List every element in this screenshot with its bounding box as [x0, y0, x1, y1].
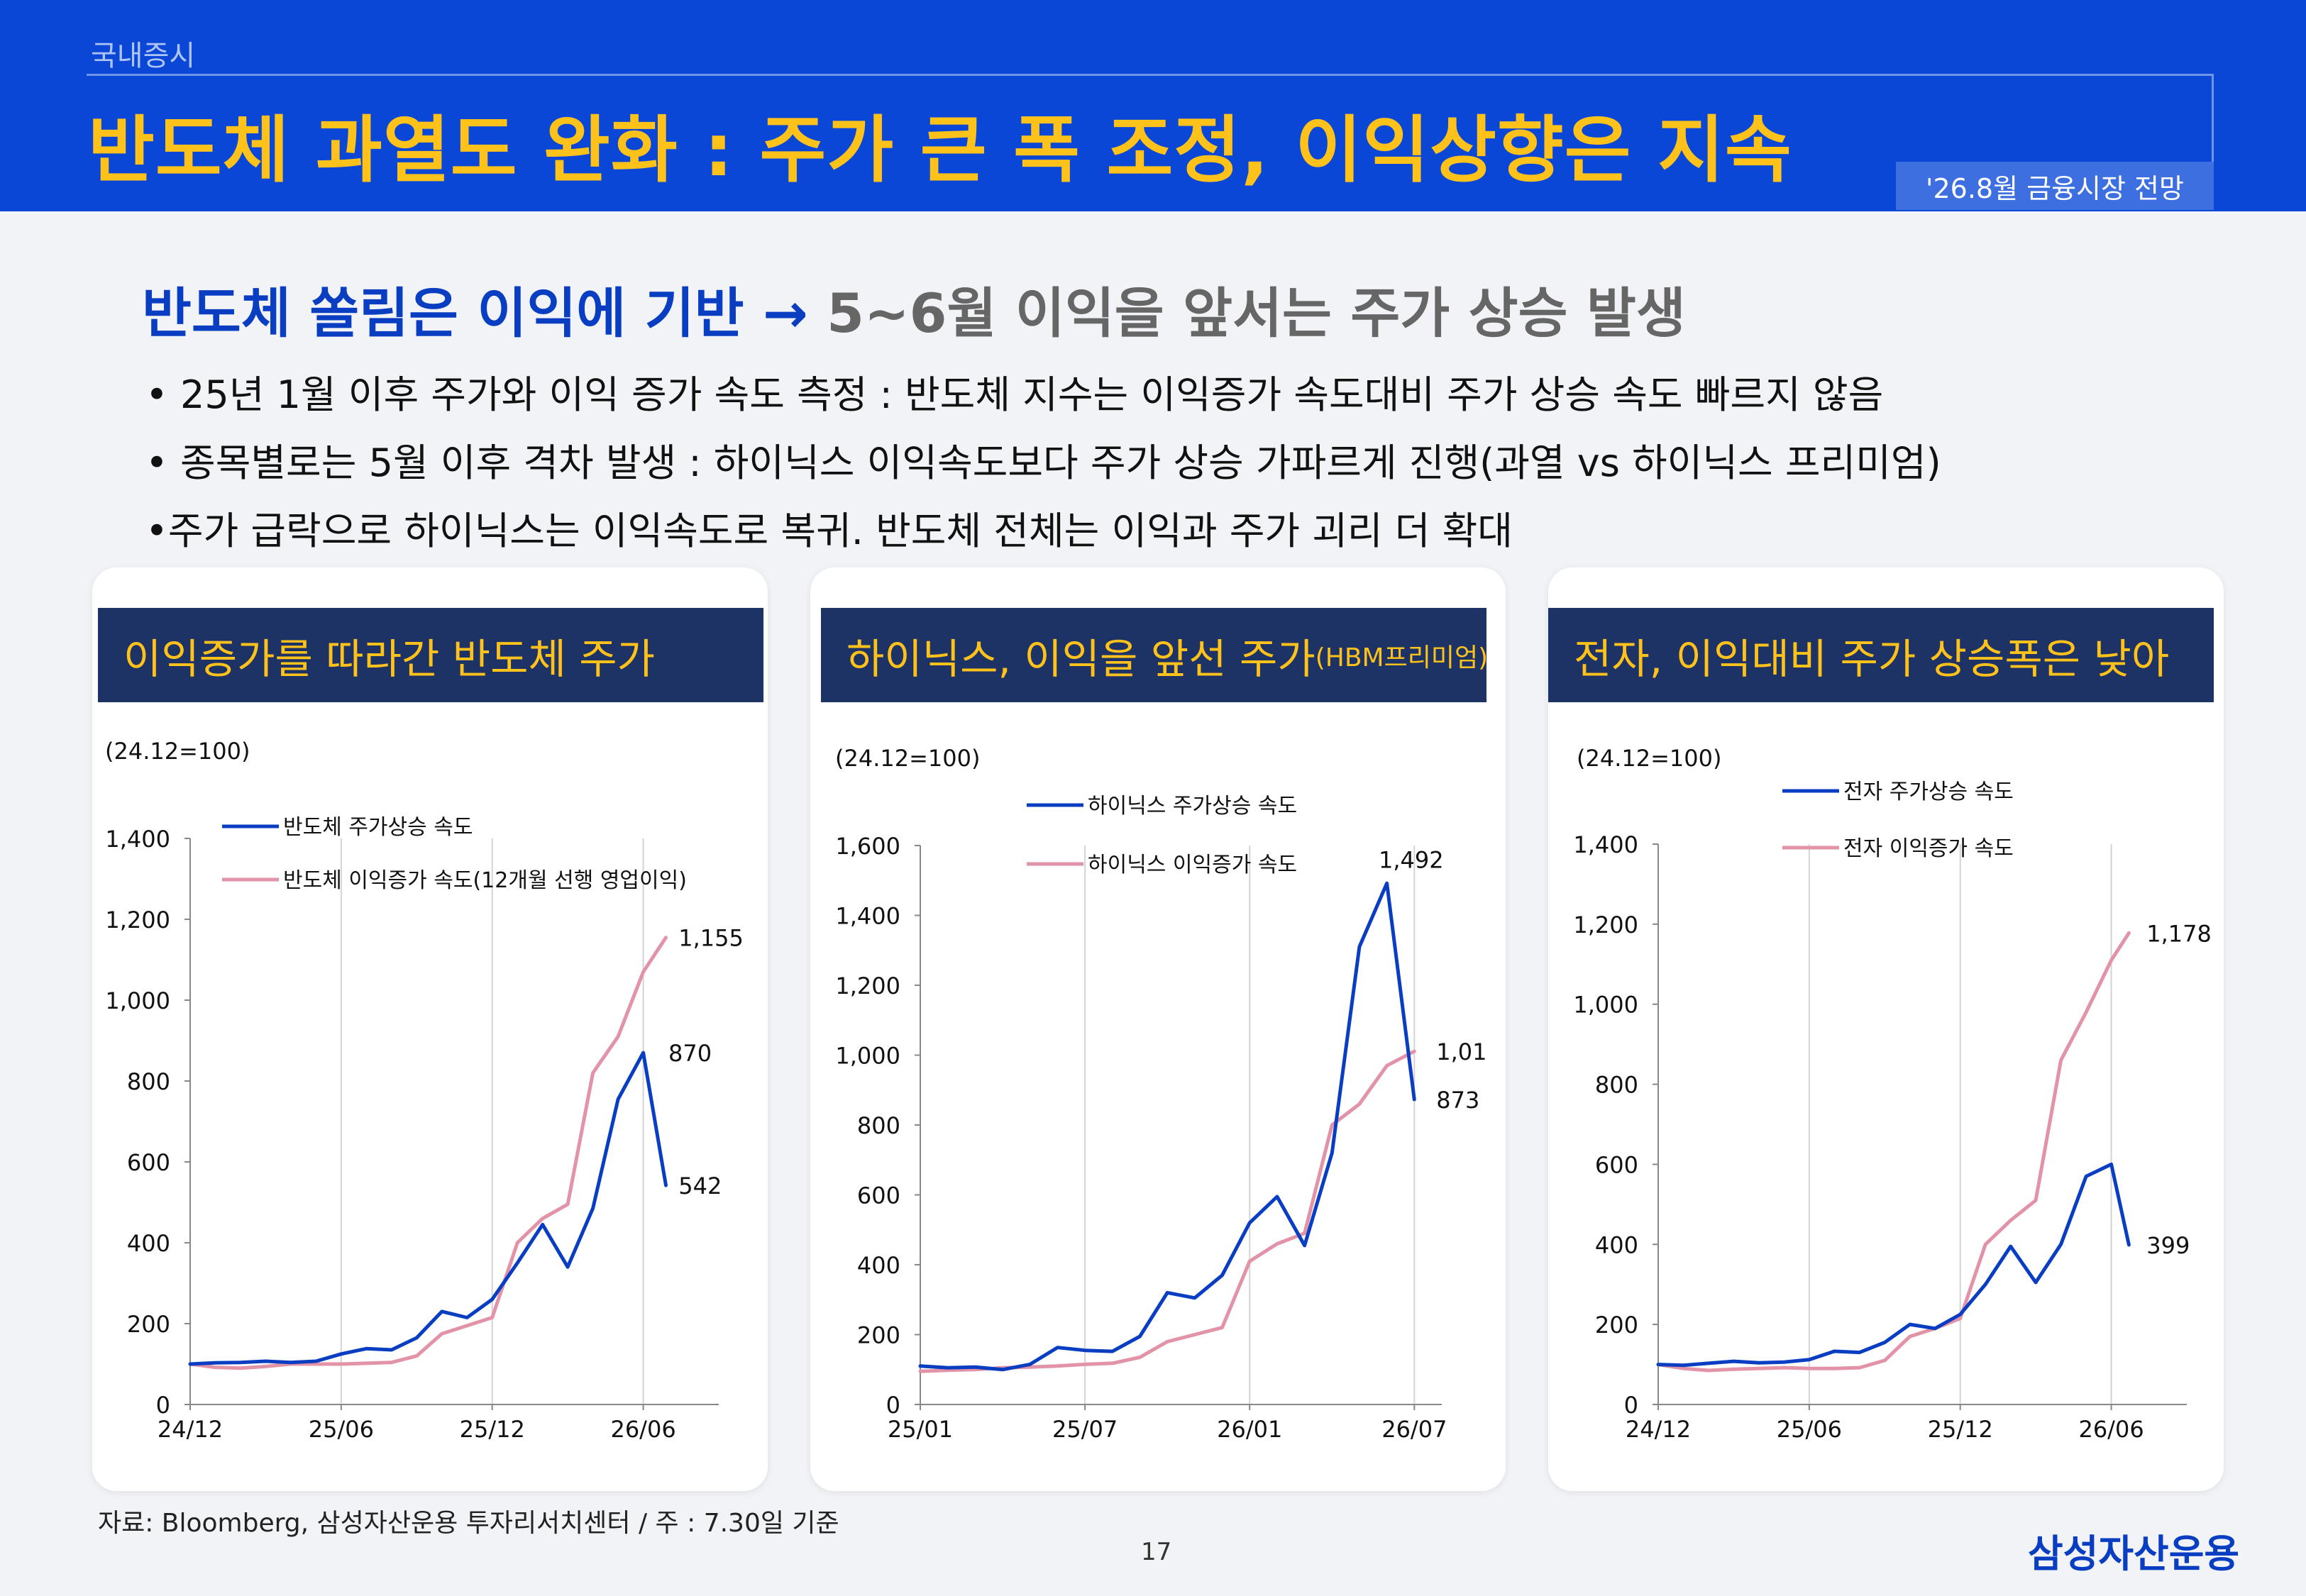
x-tick-label: 24/12	[158, 1416, 223, 1443]
legend-label-0: 전자 주가상승 속도	[1843, 780, 2014, 804]
page-title: 반도체 과열도 완화 : 주가 큰 폭 조정, 이익상향은 지속	[88, 109, 1792, 193]
y-tick-label: 0	[156, 1392, 170, 1419]
chart-hynix: (24.12=100) 0 200 400 600 800 1,000 1,200 1,400 1…	[835, 745, 1486, 1443]
data-label: 873	[1436, 1087, 1479, 1114]
y-tick-label: 1,400	[835, 903, 900, 930]
chart-title-1: 이익증가를 따라간 반도체 주가	[98, 608, 763, 702]
x-tick-label: 26/06	[610, 1416, 675, 1443]
x-tick-label: 25/06	[1777, 1416, 1842, 1443]
y-tick-label: 200	[857, 1322, 900, 1349]
unit-note: (24.12=100)	[1577, 745, 1721, 772]
chart-card-1	[92, 567, 768, 1491]
data-label: 1,492	[1379, 847, 1444, 874]
bullet-2: • 종목별로는 5월 이후 격차 발생 : 하이닉스 이익속도보다 주가 상승 …	[145, 440, 1941, 485]
y-tick-label: 600	[127, 1149, 170, 1176]
y-tick-label: 1,200	[835, 972, 900, 999]
x-tick-label: 24/12	[1626, 1416, 1691, 1443]
data-label: 1,178	[2146, 920, 2212, 947]
subheadline-part2: 5~6월 이익을 앞서는 주가 상승 발생	[827, 282, 1686, 345]
series-line-1	[1656, 931, 2131, 1373]
bullet-1: • 25년 1월 이후 주가와 이익 증가 속도 측정 : 반도체 지수는 이익…	[145, 372, 1884, 417]
chart-samsung: (24.12=100) 0 200 400 600 800 1,000 1,200 1,400 2…	[1573, 745, 2212, 1443]
y-tick-label: 1,000	[1573, 992, 1638, 1019]
chart-card-2	[810, 567, 1506, 1491]
y-tick-label: 1,000	[105, 987, 170, 1014]
subheadline-part1: 반도체 쏠림은 이익에 기반 →	[142, 282, 808, 345]
x-tick-label: 25/12	[1928, 1416, 1993, 1443]
y-tick-label: 1,400	[1573, 831, 1638, 858]
y-tick-label: 0	[886, 1392, 900, 1419]
page-number: 17	[1141, 1538, 1172, 1566]
subheadline: 반도체 쏠림은 이익에 기반 → 5~6월 이익을 앞서는 주가 상승 발생	[142, 270, 1686, 348]
company-logo: 삼성자산운용	[2028, 1531, 2240, 1576]
chart-title-2-text: 하이닉스, 이익을 앞선 주가	[846, 634, 1315, 683]
data-label: 870	[668, 1040, 712, 1067]
y-tick-label: 800	[127, 1068, 170, 1095]
y-tick-label: 400	[1595, 1231, 1638, 1258]
chart-title-2-small: (HBM프리미엄)	[1315, 643, 1489, 672]
header-bar: 국내증시 반도체 과열도 완화 : 주가 큰 폭 조정, 이익상향은 지속 '2…	[0, 0, 2306, 211]
y-tick-label: 200	[127, 1311, 170, 1338]
series-line-1	[188, 936, 668, 1370]
legend-label-1: 하이닉스 이익증가 속도	[1088, 853, 1297, 877]
y-tick-label: 1,200	[105, 907, 170, 933]
series-line-0	[918, 881, 1416, 1372]
y-tick-label: 600	[1595, 1151, 1638, 1178]
chart-title-2: 하이닉스, 이익을 앞선 주가 (HBM프리미엄)	[821, 608, 1489, 702]
x-tick-label: 26/01	[1217, 1416, 1282, 1443]
header-frame-line	[87, 74, 2214, 207]
bullet-3: •주가 급락으로 하이닉스는 이익속도로 복귀. 반도체 전체는 이익과 주가 …	[145, 509, 1513, 553]
x-tick-label: 25/12	[460, 1416, 525, 1443]
legend-label-0: 반도체 주가상승 속도	[283, 815, 473, 840]
y-tick-label: 600	[857, 1182, 900, 1209]
section-label: 국내증시	[91, 40, 196, 72]
y-tick-label: 200	[1595, 1312, 1638, 1339]
chart-title-1-text: 이익증가를 따라간 반도체 주가	[123, 634, 655, 683]
y-tick-label: 0	[1624, 1392, 1638, 1419]
date-badge: '26.8월 금융시장 전망	[1896, 162, 2214, 210]
x-tick-label: 25/01	[888, 1416, 953, 1443]
y-tick-label: 400	[857, 1252, 900, 1279]
data-label: 1,011	[1436, 1038, 1486, 1065]
y-tick-label: 1,600	[835, 833, 900, 860]
series-line-0	[188, 1051, 668, 1366]
unit-note: (24.12=100)	[835, 745, 980, 772]
data-label: 399	[2146, 1232, 2190, 1259]
legend-label-1: 전자 이익증가 속도	[1843, 836, 2014, 861]
chart-title-3-text: 전자, 이익대비 주가 상승폭은 낮아	[1574, 634, 2170, 683]
y-tick-label: 1,400	[105, 826, 170, 853]
legend-label-0: 하이닉스 주가상승 속도	[1088, 794, 1297, 819]
unit-note: (24.12=100)	[105, 738, 250, 765]
x-tick-label: 25/07	[1052, 1416, 1118, 1443]
legend-label-1: 반도체 이익증가 속도(12개월 선행 영업이익)	[283, 868, 687, 893]
chart-title-3: 전자, 이익대비 주가 상승폭은 낮아	[1548, 608, 2214, 702]
chart-semiconductor: (24.12=100) 0 200 400 600 800 1,000 1,200 1,400 2…	[105, 738, 744, 1443]
y-tick-label: 400	[127, 1230, 170, 1257]
y-tick-label: 1,000	[835, 1043, 900, 1070]
y-tick-label: 800	[857, 1112, 900, 1139]
data-label: 1,155	[678, 925, 744, 952]
source-note: 자료: Bloomberg, 삼성자산운용 투자리서치센터 / 주 : 7.30…	[98, 1509, 839, 1538]
series-line-0	[1656, 1162, 2131, 1368]
data-label: 542	[678, 1173, 722, 1199]
x-tick-label: 26/07	[1381, 1416, 1447, 1443]
y-tick-label: 800	[1595, 1072, 1638, 1099]
y-tick-label: 1,200	[1573, 911, 1638, 938]
x-tick-label: 26/06	[2078, 1416, 2144, 1443]
x-tick-label: 25/06	[309, 1416, 374, 1443]
